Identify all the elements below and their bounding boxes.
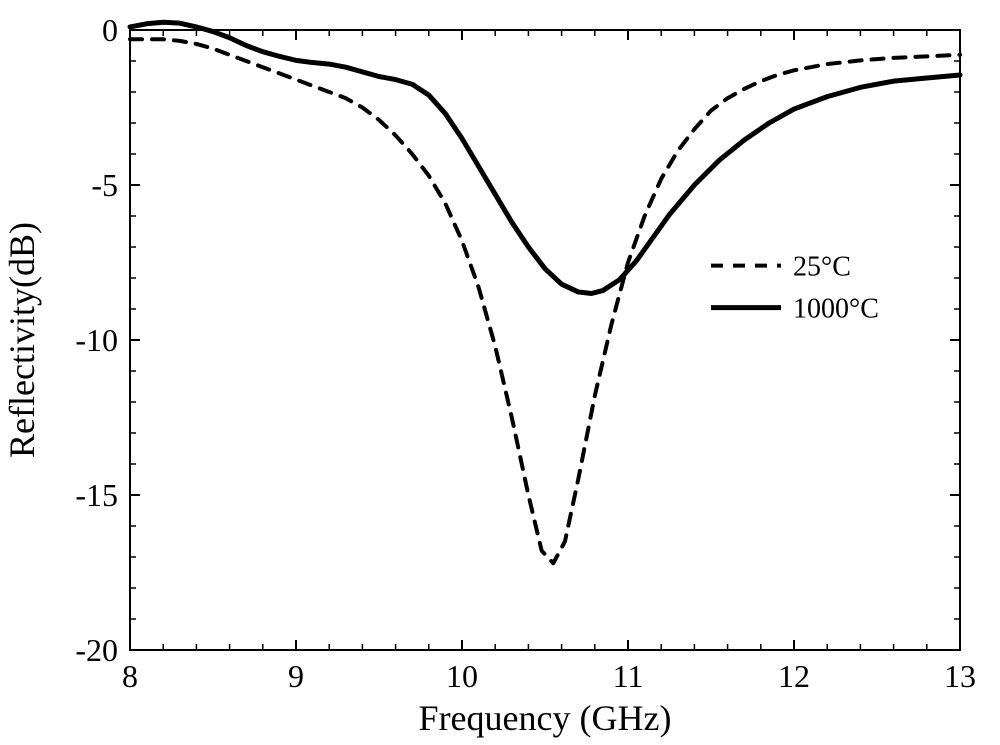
y-tick-label: 0 (102, 12, 118, 48)
legend-label: 1000°C (793, 293, 879, 324)
y-axis-label: Reflectivity(dB) (2, 222, 42, 458)
x-tick-label: 13 (944, 658, 976, 694)
y-tick-label: -5 (91, 167, 118, 203)
y-tick-label: -10 (75, 322, 118, 358)
chart-svg: 8 9 10 11 12 13 -20 -15 -10 -5 0 Frequency (GHz) Ref… (0, 0, 1000, 745)
x-tick-label: 9 (288, 658, 304, 694)
plot-frame (130, 30, 960, 650)
legend-label: 25°C (793, 251, 851, 282)
x-tick-label: 8 (122, 658, 138, 694)
y-tick-label: -15 (75, 477, 118, 513)
y-tick-label: -20 (75, 632, 118, 668)
x-tick-label: 11 (613, 658, 644, 694)
x-axis-label: Frequency (GHz) (419, 698, 672, 738)
x-tick-label: 10 (446, 658, 478, 694)
x-tick-label: 12 (778, 658, 810, 694)
reflectivity-chart: 8 9 10 11 12 13 -20 -15 -10 -5 0 Frequency (GHz) Ref… (0, 0, 1000, 745)
